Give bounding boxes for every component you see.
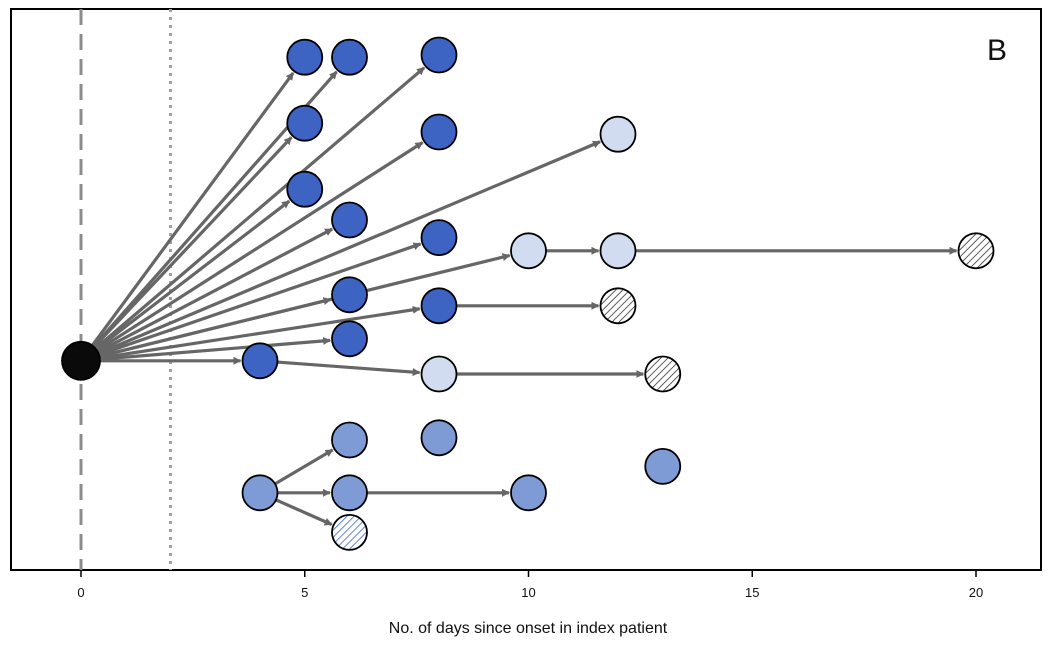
case-node-mid-blue <box>331 474 368 512</box>
case-node-dark-blue <box>420 219 458 257</box>
x-tick-label: 5 <box>301 585 308 600</box>
case-node-dark-blue <box>420 36 458 74</box>
case-node-mid-blue <box>510 474 547 512</box>
case-node-dark-blue <box>331 276 368 314</box>
case-node-light-blue <box>599 115 637 153</box>
transmission-arrow <box>96 242 422 357</box>
x-tick-label: 10 <box>521 585 535 600</box>
case-node-dark-blue <box>331 320 368 358</box>
index-patient-node <box>61 340 101 381</box>
transmission-arrow <box>93 199 291 352</box>
case-node-light-blue <box>510 232 547 270</box>
transmission-arrow <box>96 140 601 356</box>
transmission-arrow <box>97 305 421 360</box>
transmission-edges <box>89 66 958 526</box>
case-node-dark-blue <box>420 287 458 325</box>
case-node-dark-blue <box>420 113 458 151</box>
transmission-arrow <box>89 71 295 349</box>
case-node-dark-blue <box>241 342 279 380</box>
x-tick-label: 20 <box>969 585 983 600</box>
transmission-arrow <box>97 336 332 362</box>
case-node-light-blue <box>420 355 458 393</box>
case-node-mid-blue <box>420 419 458 457</box>
case-node-hatched-gray <box>599 287 637 325</box>
case-node-light-blue <box>599 232 637 270</box>
transmission-arrow <box>91 136 293 350</box>
case-node-dark-blue <box>331 38 368 76</box>
case-node-mid-blue <box>331 421 368 459</box>
case-node-mid-blue <box>644 447 682 485</box>
x-axis-ticks: 0 5 10 15 20 <box>77 570 983 600</box>
case-node-dark-blue <box>286 38 324 76</box>
case-node-hatched-gray <box>957 232 995 270</box>
case-node-hatched-gray <box>644 355 682 393</box>
transmission-arrow <box>94 141 424 353</box>
transmission-arrow <box>273 497 333 526</box>
transmission-arrow <box>275 360 421 377</box>
case-node-hatched-blue <box>331 514 368 551</box>
transmission-arrow <box>92 66 426 351</box>
x-tick-label: 15 <box>745 585 759 600</box>
panel-label: B <box>987 34 1007 67</box>
transmission-arrow <box>97 297 332 359</box>
case-node-mid-blue <box>241 474 279 512</box>
case-node-dark-blue <box>286 170 324 208</box>
x-tick-label: 0 <box>77 585 84 600</box>
transmission-arrow <box>95 227 334 355</box>
case-nodes <box>61 36 995 551</box>
plot-frame <box>10 8 1042 571</box>
transmission-arrow <box>272 448 334 487</box>
x-axis-title: No. of days since onset in index patient <box>389 620 668 637</box>
case-node-dark-blue <box>331 201 368 239</box>
reference-lines <box>79 9 172 570</box>
case-node-dark-blue <box>286 104 324 142</box>
